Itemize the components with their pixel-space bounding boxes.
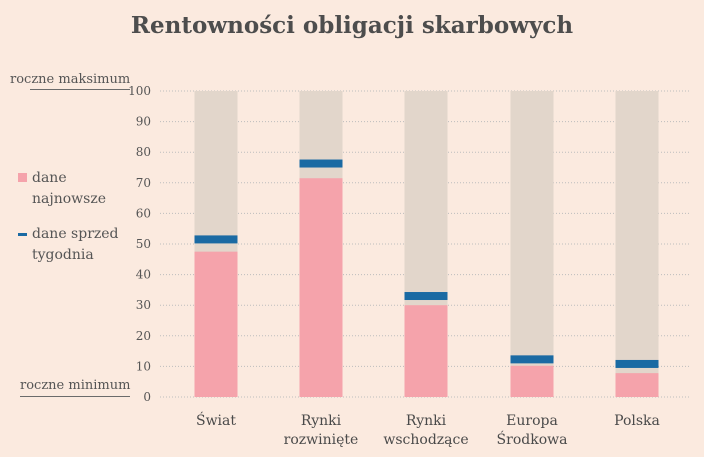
y-tick-label: 70	[136, 176, 151, 190]
week-ago-marker	[510, 355, 554, 364]
y-tick-label: 90	[136, 115, 151, 129]
x-tick-label: Polska	[614, 413, 660, 429]
range-bar	[510, 91, 554, 397]
week-ago-marker	[404, 292, 448, 301]
chart-title: Rentowności obligacji skarbowych	[130, 12, 574, 39]
x-tick-label: rozwinięte	[284, 432, 359, 448]
y-tick-label: 10	[136, 359, 151, 373]
annotation-max: roczne maksimum	[10, 72, 131, 87]
legend-item-week-ago: dane sprzed tygodnia	[18, 224, 138, 266]
y-tick-label: 50	[136, 237, 151, 251]
legend-item-latest: dane najnowsze	[18, 168, 138, 210]
week-ago-marker	[194, 235, 238, 244]
latest-bar	[510, 365, 554, 397]
week-ago-marker	[299, 159, 343, 168]
x-tick-label: wschodzące	[383, 432, 468, 448]
y-tick-label: 0	[143, 390, 151, 404]
latest-bar	[404, 305, 448, 397]
annotation-min: roczne minimum	[20, 378, 131, 393]
y-tick-label: 100	[128, 84, 151, 98]
latest-bar	[299, 178, 343, 397]
week-ago-marker	[615, 359, 659, 368]
x-tick-label: Rynki	[406, 413, 447, 429]
range-bar	[615, 91, 659, 397]
annotation-min-line	[20, 396, 130, 397]
latest-bar	[194, 251, 238, 397]
legend-label-week-ago-1: dane sprzed	[32, 226, 119, 242]
legend: dane najnowsze dane sprzed tygodnia	[18, 168, 138, 280]
y-tick-label: 30	[136, 298, 151, 312]
legend-swatch-latest	[18, 173, 27, 182]
y-tick-label: 80	[136, 145, 151, 159]
x-tick-label: Rynki	[301, 413, 342, 429]
x-tick-label: Europa	[506, 413, 558, 429]
legend-label-week-ago-2: tygodnia	[32, 247, 94, 263]
legend-label-latest-2: najnowsze	[32, 191, 106, 207]
y-tick-label: 20	[136, 329, 151, 343]
legend-swatch-week-ago	[18, 233, 27, 236]
x-tick-label: Świat	[196, 411, 236, 429]
y-tick-label: 40	[136, 268, 151, 282]
legend-label-latest-1: dane	[32, 170, 67, 186]
x-tick-label: Środkowa	[497, 430, 568, 448]
y-tick-label: 60	[136, 206, 151, 220]
annotation-max-line	[30, 89, 130, 90]
latest-bar	[615, 373, 659, 397]
